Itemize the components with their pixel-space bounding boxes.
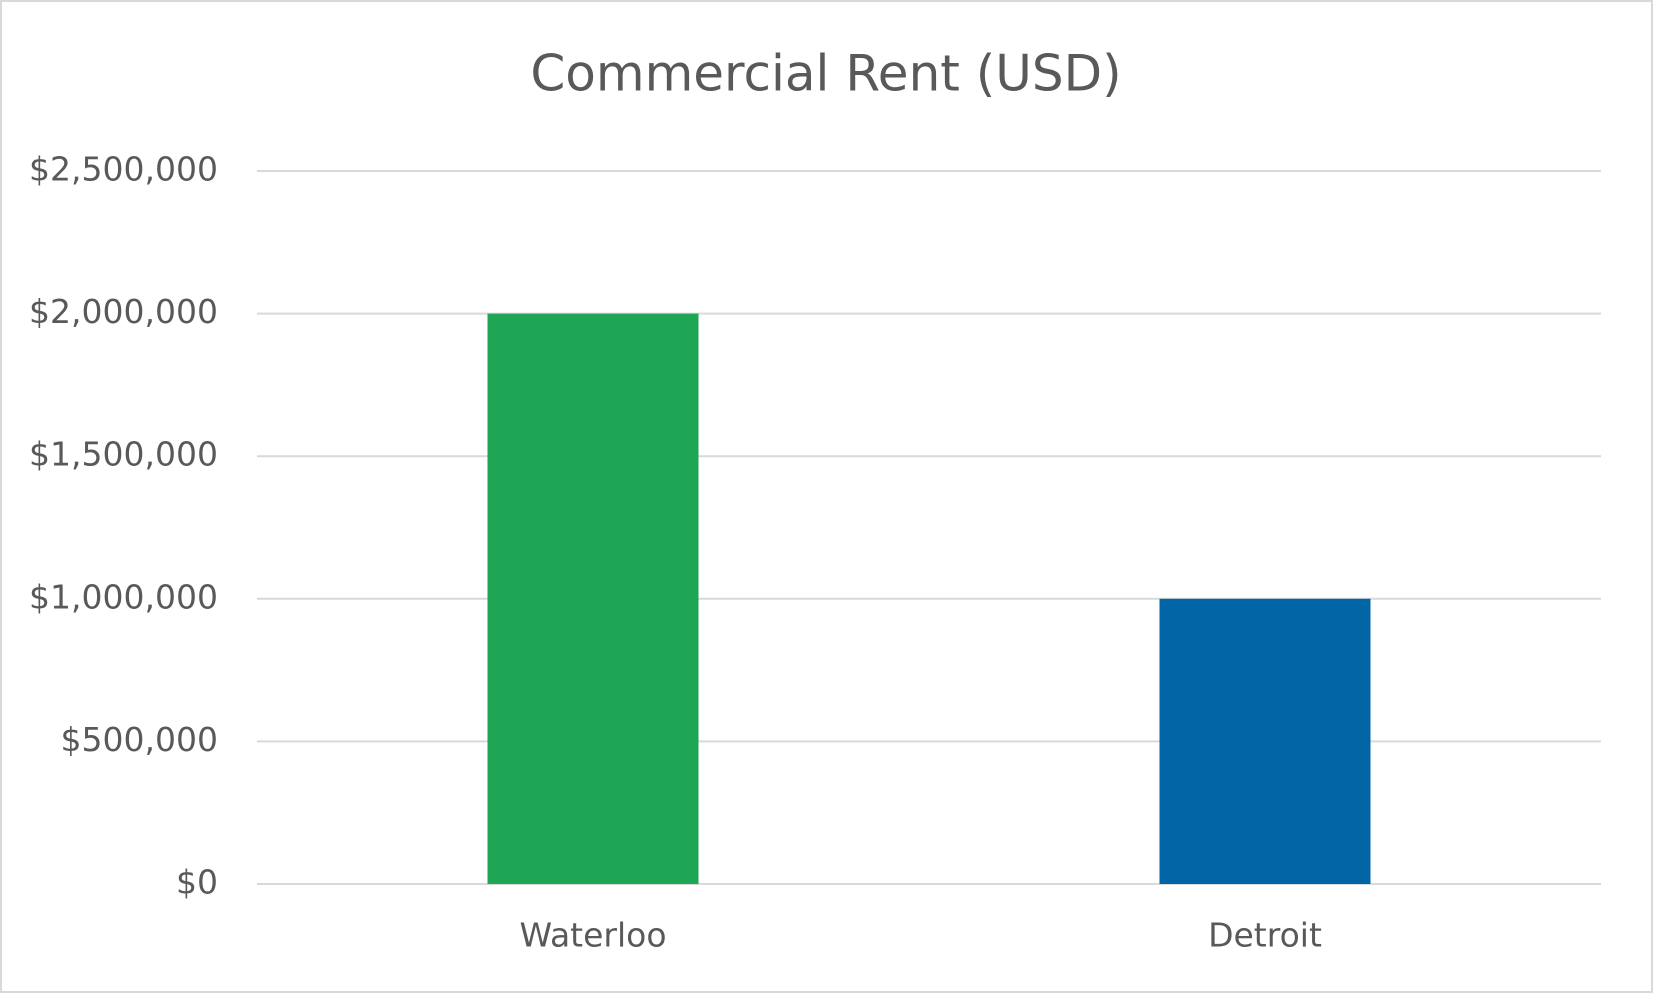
- x-tick-label: Waterloo: [519, 916, 666, 955]
- y-tick-label: $2,500,000: [29, 150, 218, 189]
- bar: [487, 313, 699, 885]
- y-tick-label: $2,000,000: [29, 292, 218, 331]
- y-tick-label: $1,500,000: [29, 435, 218, 474]
- x-tick-label: Detroit: [1208, 916, 1322, 955]
- chart-title: Commercial Rent (USD): [530, 45, 1121, 103]
- y-tick-label: $500,000: [61, 720, 218, 759]
- bar: [1159, 598, 1371, 884]
- y-tick-label: $0: [176, 863, 218, 902]
- y-tick-label: $1,000,000: [29, 577, 218, 616]
